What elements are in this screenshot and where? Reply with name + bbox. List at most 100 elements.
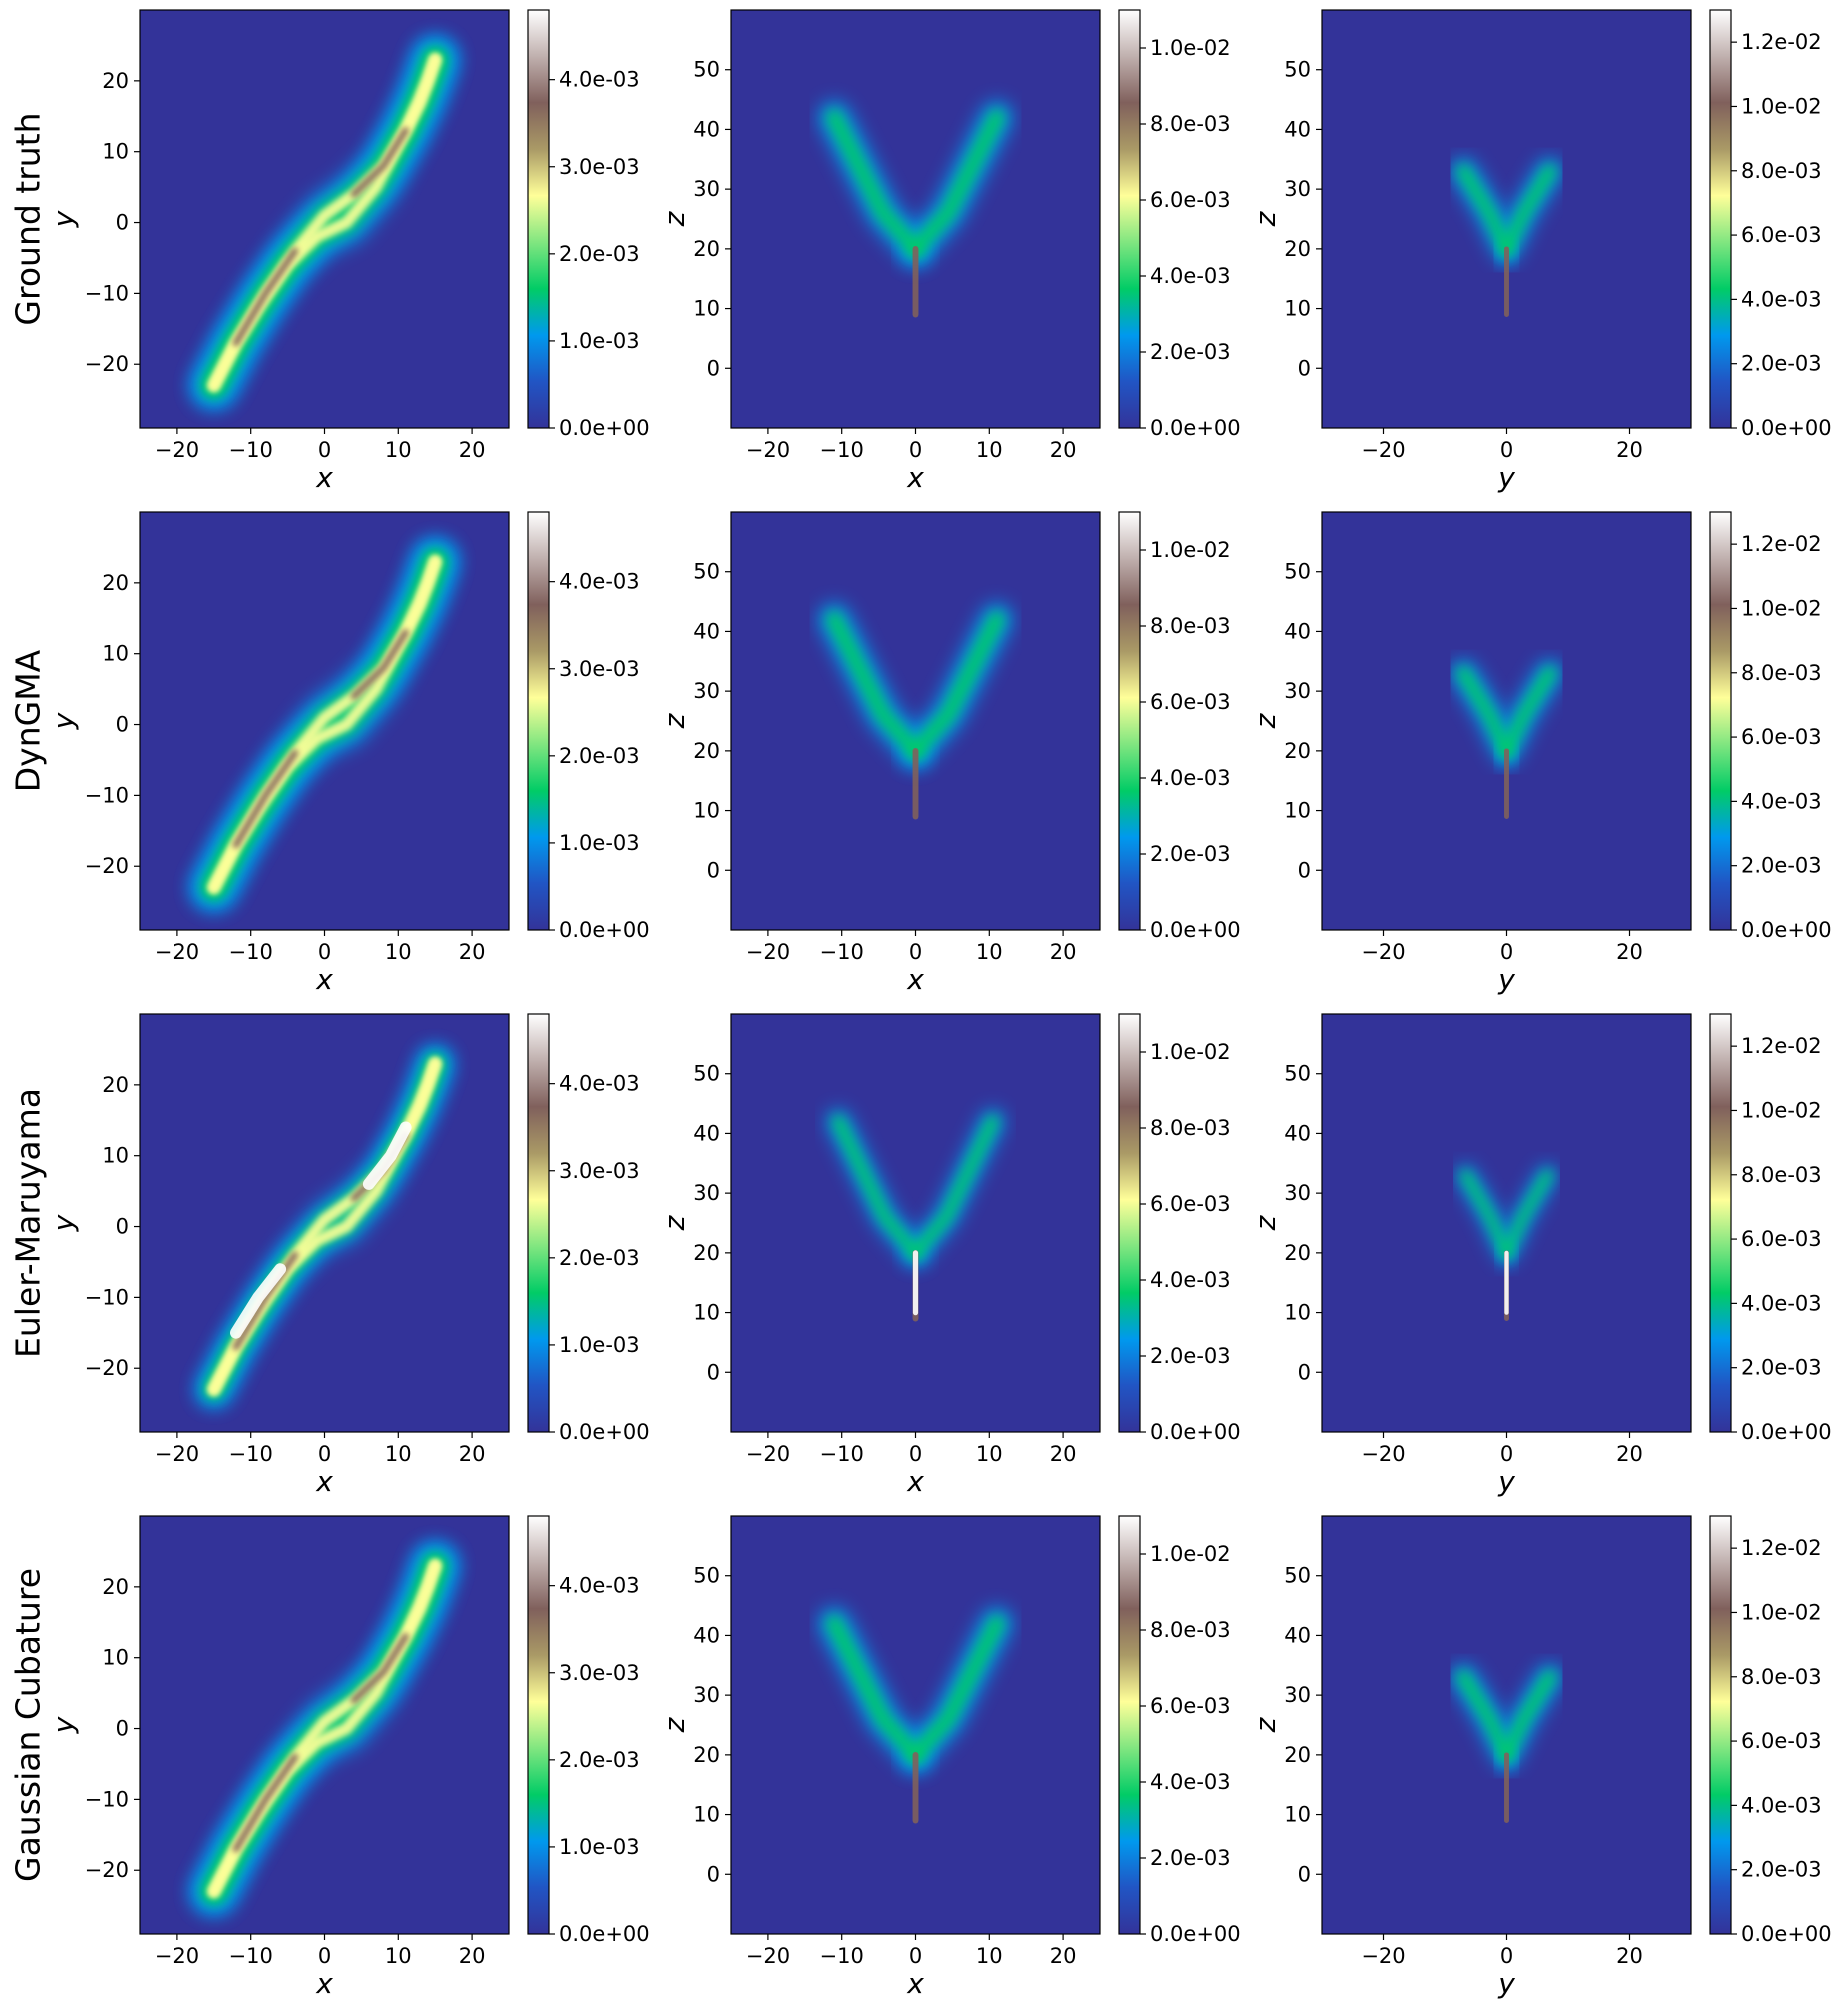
y-tick-label: 0 (1298, 858, 1311, 882)
x-axis-label: y (1497, 1967, 1515, 2000)
x-tick-label: 0 (909, 1442, 922, 1466)
x-tick-label: −20 (746, 1944, 790, 1968)
x-tick-label: 20 (459, 1944, 486, 1968)
y-tick-label: 50 (1284, 1564, 1311, 1588)
y-tick-label: −10 (85, 281, 129, 305)
density-band (907, 109, 1005, 257)
y-axis-label: z (1249, 1716, 1282, 1733)
density-band (826, 611, 924, 760)
x-axis-label: y (1497, 461, 1515, 494)
x-tick-label: 0 (318, 438, 331, 462)
y-tick-label: 30 (693, 1683, 720, 1707)
y-tick-label: −20 (85, 1356, 129, 1380)
y-tick-label: 20 (102, 69, 129, 93)
x-tick-label: 0 (318, 940, 331, 964)
x-tick-label: 0 (909, 438, 922, 462)
y-tick-label: 20 (102, 1073, 129, 1097)
plot-area (731, 512, 1100, 930)
x-tick-label: 10 (385, 438, 412, 462)
colorbar-tick-label: 6.0e-03 (1741, 725, 1822, 749)
x-tick-label: −20 (1361, 438, 1405, 462)
density-band (826, 1615, 924, 1764)
colorbar-gradient (1709, 1515, 1732, 1935)
y-tick-label: 40 (693, 1623, 720, 1647)
x-tick-label: 20 (1050, 438, 1077, 462)
colorbar-tick-label: 1.0e-02 (1741, 94, 1822, 118)
colorbar: 0.0e+00 2.0e-03 4.0e-03 6.0e-03 8.0e-03 1.0e-… (1709, 511, 1832, 942)
y-tick-label: −10 (85, 1285, 129, 1309)
colorbar: 0.0e+00 2.0e-03 4.0e-03 6.0e-03 8.0e-03 1.0e-… (1118, 9, 1241, 440)
density-band (1456, 666, 1514, 758)
x-tick-label: −10 (820, 1944, 864, 1968)
y-tick-label: 50 (693, 560, 720, 584)
y-tick-label: 40 (693, 1121, 720, 1145)
y-axis-label: z (1249, 1214, 1282, 1231)
y-tick-label: −10 (85, 783, 129, 807)
y-axis-label: z (658, 1214, 691, 1231)
y-tick-label: 30 (693, 1181, 720, 1205)
density-band (1499, 1670, 1557, 1762)
colorbar-tick-label: 1.0e-02 (1150, 538, 1231, 562)
y-tick-label: 10 (1284, 799, 1311, 823)
x-axis-label: x (315, 461, 333, 494)
panel-xz: −20 −10 0 10 20 0 10 20 30 40 50 x z 0.0e+00 2.0e-03 4.… (658, 1013, 1241, 1498)
y-tick-label: 10 (102, 642, 129, 666)
y-tick-label: 20 (693, 1241, 720, 1265)
colorbar-tick-label: 1.0e-03 (559, 1835, 640, 1859)
y-tick-label: 0 (707, 1862, 720, 1886)
plot-area (731, 10, 1100, 428)
colorbar-gradient (527, 1013, 550, 1433)
colorbar-tick-label: 0.0e+00 (559, 918, 650, 942)
y-tick-label: 20 (1284, 1743, 1311, 1767)
colorbar-tick-label: 6.0e-03 (1741, 1729, 1822, 1753)
density-band (350, 629, 410, 700)
colorbar-tick-label: 6.0e-03 (1741, 223, 1822, 247)
x-tick-label: −20 (746, 438, 790, 462)
y-tick-label: 30 (1284, 177, 1311, 201)
colorbar-tick-label: 2.0e-03 (559, 744, 640, 768)
x-tick-label: 0 (1500, 1442, 1513, 1466)
y-tick-label: 0 (1298, 1862, 1311, 1886)
y-tick-label: 30 (1284, 679, 1311, 703)
density-map (1449, 157, 1564, 346)
y-tick-label: 30 (693, 679, 720, 703)
y-tick-label: 50 (1284, 560, 1311, 584)
y-tick-label: 0 (116, 1215, 129, 1239)
colorbar-tick-label: 4.0e-03 (1741, 1793, 1822, 1817)
colorbar-tick-label: 6.0e-03 (1150, 690, 1231, 714)
x-axis-label: x (906, 1465, 924, 1498)
y-tick-label: 20 (693, 237, 720, 261)
x-tick-label: −10 (229, 1442, 273, 1466)
y-tick-label: 0 (707, 858, 720, 882)
density-band (832, 1115, 922, 1260)
colorbar-tick-label: 0.0e+00 (559, 416, 650, 440)
colorbar: 0.0e+00 1.0e-03 2.0e-03 3.0e-03 4.0e-03 (527, 511, 650, 942)
density-band (350, 1633, 410, 1704)
colorbar-tick-label: 0.0e+00 (1741, 918, 1832, 942)
x-tick-label: −20 (155, 438, 199, 462)
density-band (229, 1263, 287, 1339)
density-map (197, 1046, 452, 1407)
density-band (907, 1615, 1005, 1764)
colorbar-tick-label: 8.0e-03 (1150, 1618, 1231, 1642)
colorbar-tick-label: 4.0e-03 (559, 570, 640, 594)
colorbar-tick-label: 8.0e-03 (1741, 159, 1822, 183)
colorbar-gradient (1118, 1013, 1141, 1433)
x-tick-label: 20 (1616, 940, 1643, 964)
row-label: Euler-Maruyama (9, 1088, 48, 1358)
x-tick-label: 0 (1500, 1944, 1513, 1968)
colorbar-tick-label: 1.0e-02 (1741, 1600, 1822, 1624)
colorbar-tick-label: 2.0e-03 (1741, 1356, 1822, 1380)
x-tick-label: 10 (976, 438, 1003, 462)
colorbar-tick-label: 4.0e-03 (559, 68, 640, 92)
y-tick-label: 20 (1284, 237, 1311, 261)
x-tick-label: −20 (155, 1442, 199, 1466)
colorbar-tick-label: 2.0e-03 (1150, 1344, 1231, 1368)
y-tick-label: 10 (693, 1803, 720, 1827)
panel-xy: −20 −10 0 10 20 −20 −10 0 10 20 x y 0.0e+00 1.0e-03 2.… (47, 511, 650, 996)
colorbar-gradient (1118, 511, 1141, 931)
colorbar-tick-label: 4.0e-03 (1741, 287, 1822, 311)
colorbar-tick-label: 2.0e-03 (559, 242, 640, 266)
colorbar-gradient (1709, 1013, 1732, 1433)
y-axis-label: z (1249, 210, 1282, 227)
